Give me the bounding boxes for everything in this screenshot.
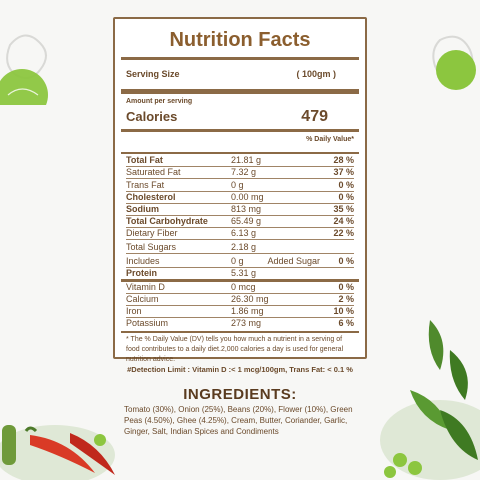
row-divider xyxy=(126,305,354,306)
nutrient-daily-value: 0 % xyxy=(338,282,354,292)
nutrient-row: Calcium 26.30 mg 2 % xyxy=(126,293,354,306)
nutrient-amount: 0.00 mg xyxy=(231,192,264,202)
nutrient-row: Iron 1.86 mg 10 % xyxy=(126,305,354,318)
nutrient-daily-value: 24 % xyxy=(333,216,354,226)
nutrient-amount: 273 mg xyxy=(231,318,262,328)
nutrient-amount: 26.30 mg xyxy=(231,294,269,304)
pea-sketch-right-icon xyxy=(432,35,476,90)
dv-header: % Daily Value* xyxy=(306,136,354,143)
ingredients-title: INGREDIENTS: xyxy=(183,386,297,403)
nutrient-daily-value: 0 % xyxy=(338,256,354,266)
serving-size-value: ( 100gm ) xyxy=(296,69,336,79)
nutrient-name: Iron xyxy=(126,306,142,316)
nutrient-amount: 0 g xyxy=(231,256,244,266)
vegetables-left-icon xyxy=(0,425,115,480)
nutrient-name: Total Sugars xyxy=(126,242,177,252)
nutrient-daily-value: 0 % xyxy=(338,192,354,202)
row-divider xyxy=(126,227,354,228)
nutrient-subnote: Added Sugar xyxy=(267,256,320,266)
dv-header-row: % Daily Value* xyxy=(126,133,354,146)
row-divider xyxy=(126,293,354,294)
nutrient-daily-value: 28 % xyxy=(333,155,354,165)
calories-value: 479 xyxy=(301,108,328,125)
nutrient-row: Trans Fat 0 g 0 % xyxy=(126,179,354,192)
nutrient-daily-value: 10 % xyxy=(333,306,354,316)
nutrient-amount: 7.32 g xyxy=(231,167,257,177)
rows-bottom-divider xyxy=(121,331,359,333)
nutrient-name: Total Carbohydrate xyxy=(126,216,208,226)
nutrient-row: Sodium 813 mg 35 % xyxy=(126,203,354,216)
nutrient-row: Cholesterol 0.00 mg 0 % xyxy=(126,191,354,204)
nutrient-daily-value: 35 % xyxy=(333,204,354,214)
serving-size-row: Serving Size ( 100gm ) xyxy=(126,68,354,81)
nutrient-name: Potassium xyxy=(126,318,169,328)
nutrient-amount: 1.86 mg xyxy=(231,306,264,316)
nutrient-name: Sodium xyxy=(126,204,159,214)
nutrient-row: Potassium 273 mg 6 % xyxy=(126,317,354,330)
nutrient-name: Calcium xyxy=(126,294,159,304)
nutrient-daily-value: 22 % xyxy=(333,228,354,238)
nutrient-name: Saturated Fat xyxy=(126,167,181,177)
nutrient-daily-value: 6 % xyxy=(338,318,354,328)
greens-right-icon xyxy=(380,320,480,480)
nutrient-name: Dietary Fiber xyxy=(126,228,178,238)
row-divider xyxy=(126,203,354,204)
protein-divider xyxy=(121,279,359,282)
nutrient-name: Cholesterol xyxy=(126,192,176,202)
daily-value-footnote: * The % Daily Value (DV) tells you how m… xyxy=(126,336,344,363)
row-divider xyxy=(126,166,354,167)
nutrient-row: Includes 0 g Added Sugar 0 % xyxy=(126,255,354,268)
nutrient-row: Vitamin D 0 mcg 0 % xyxy=(126,281,354,294)
nutrient-amount: 5.31 g xyxy=(231,268,257,278)
ingredients-text: Tomato (30%), Onion (25%), Beans (20%), … xyxy=(124,405,353,436)
amount-per-serving: Amount per serving xyxy=(126,95,354,108)
nutrient-name: Trans Fat xyxy=(126,180,165,190)
nutrient-row: Dietary Fiber 6.13 g 22 % xyxy=(126,227,354,240)
nutrient-amount: 65.49 g xyxy=(231,216,262,226)
calories-row: Calories 479 xyxy=(126,107,354,127)
label-title: Nutrition Facts xyxy=(169,29,311,51)
nutrient-row: Total Carbohydrate 65.49 g 24 % xyxy=(126,215,354,228)
row-divider xyxy=(126,215,354,216)
nutrient-row: Total Sugars 2.18 g xyxy=(126,241,354,254)
detection-limit-note: #Detection Limit : Vitamin D :< 1 mcg/10… xyxy=(127,365,353,374)
nutrient-row: Protein 5.31 g xyxy=(126,267,354,280)
nutrient-name: Protein xyxy=(126,268,158,278)
nutrient-name: Total Fat xyxy=(126,155,163,165)
rows-top-divider xyxy=(121,152,359,154)
title-divider xyxy=(121,57,359,60)
row-divider xyxy=(126,178,354,179)
nutrient-row: Saturated Fat 7.32 g 37 % xyxy=(126,166,354,179)
calories-label: Calories xyxy=(126,109,178,124)
nutrient-amount: 0 g xyxy=(231,180,244,190)
nutrient-amount: 2.18 g xyxy=(231,242,257,252)
serving-size-label: Serving Size xyxy=(126,69,180,79)
calories-divider xyxy=(121,129,359,132)
serving-divider xyxy=(121,89,359,94)
pea-sketch-left-icon xyxy=(0,34,48,105)
row-divider xyxy=(126,253,354,254)
nutrient-name: Vitamin D xyxy=(126,282,165,292)
nutrient-daily-value: 2 % xyxy=(338,294,354,304)
nutrient-daily-value: 0 % xyxy=(338,180,354,190)
amount-per-serving-text: Amount per serving xyxy=(126,98,193,105)
nutrient-daily-value: 37 % xyxy=(333,167,354,177)
nutrient-amount: 21.81 g xyxy=(231,155,262,165)
nutrition-facts-label: Nutrition Facts Serving Size ( 100gm ) A… xyxy=(113,17,367,363)
nutrient-name: Includes xyxy=(126,256,160,266)
row-divider xyxy=(126,317,354,318)
row-divider xyxy=(126,191,354,192)
row-divider xyxy=(126,239,354,240)
nutrient-amount: 0 mcg xyxy=(231,282,256,292)
nutrient-row: Total Fat 21.81 g 28 % xyxy=(126,154,354,167)
nutrient-amount: 6.13 g xyxy=(231,228,257,238)
nutrient-amount: 813 mg xyxy=(231,204,262,214)
row-divider xyxy=(126,267,354,268)
